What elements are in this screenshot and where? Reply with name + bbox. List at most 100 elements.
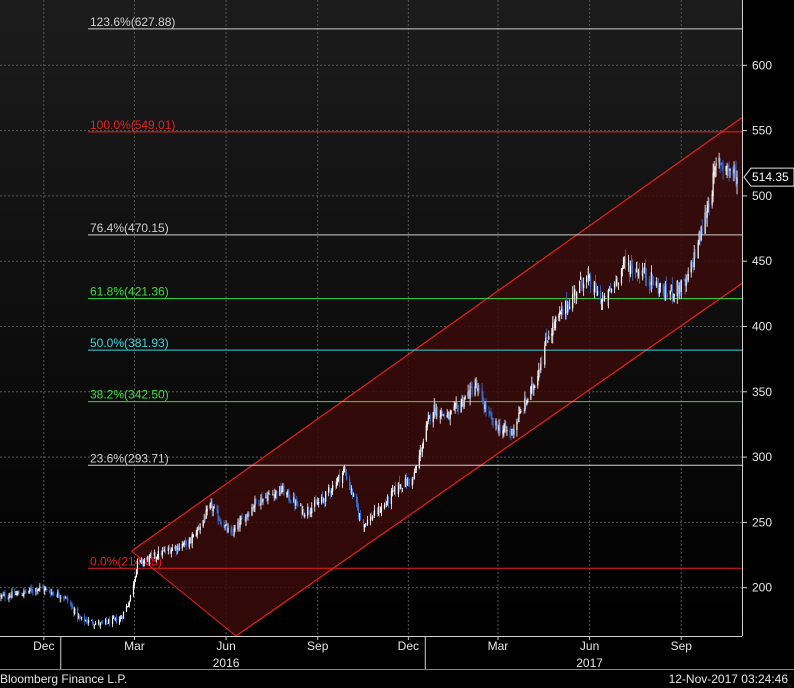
candle-body <box>593 288 595 293</box>
candle-body <box>239 520 241 528</box>
candle-body <box>308 508 310 512</box>
candle-body <box>588 275 590 278</box>
candle-body <box>623 259 626 261</box>
candle-body <box>140 558 143 560</box>
candle-body <box>700 226 702 241</box>
candle-body <box>18 591 20 595</box>
candle-body <box>78 616 80 618</box>
candle-body <box>134 577 137 581</box>
candle-body <box>467 391 469 397</box>
candle-body <box>581 277 583 283</box>
candle-body <box>636 268 639 277</box>
candle-body <box>376 509 379 514</box>
candle-body <box>126 606 129 608</box>
candle-body <box>274 493 276 498</box>
candle-body <box>558 316 560 318</box>
candle-body <box>294 498 296 506</box>
candle-body <box>380 507 383 512</box>
candle-body <box>548 336 550 340</box>
candle-body <box>484 404 486 410</box>
candle-body <box>4 593 6 599</box>
candle-body <box>328 487 330 493</box>
candle-body <box>330 490 332 494</box>
candle-body <box>420 450 422 453</box>
candle-body <box>499 424 501 433</box>
candle-body <box>245 514 247 522</box>
candle-body <box>198 528 200 530</box>
candle-body <box>670 284 672 291</box>
candle-body <box>73 608 75 614</box>
candle-body <box>698 232 700 245</box>
x-tick-label: Mar <box>124 639 145 653</box>
candle-body <box>70 601 72 606</box>
candle-body <box>576 292 578 299</box>
candle-body <box>519 411 521 414</box>
candle-body <box>669 290 671 295</box>
candle-body <box>38 588 40 590</box>
candle-body <box>85 620 87 622</box>
candle-body <box>516 421 518 431</box>
candle-body <box>95 623 97 625</box>
candle-body <box>161 550 163 556</box>
candle-body <box>314 500 316 507</box>
candle-body <box>428 415 430 419</box>
candle-body <box>349 486 352 491</box>
candle-body <box>157 551 159 559</box>
candle-body <box>476 385 478 390</box>
candle-body <box>488 411 490 413</box>
candle-body <box>617 282 620 285</box>
candle-body <box>66 597 68 599</box>
candle-body <box>24 590 26 592</box>
candle-body <box>630 263 633 267</box>
candle-body <box>310 512 312 514</box>
candle-body <box>99 622 102 626</box>
candle-body <box>362 520 365 528</box>
candle-body <box>415 466 417 471</box>
candle-body <box>45 588 47 590</box>
candle-body <box>544 345 546 365</box>
candle-body <box>50 592 52 595</box>
candle-body <box>586 277 588 283</box>
candle-body <box>443 414 445 417</box>
candle-body <box>436 406 438 417</box>
candle-body <box>146 557 149 560</box>
candle-body <box>699 231 701 241</box>
candle-body <box>295 500 297 506</box>
candle-body <box>358 513 361 517</box>
candle-body <box>644 267 646 278</box>
candle-body <box>686 278 688 281</box>
candle-body <box>683 278 685 281</box>
candle-body <box>433 404 435 414</box>
candle-body <box>15 593 17 595</box>
candle-body <box>199 526 201 530</box>
candle-body <box>80 617 82 619</box>
candle-body <box>197 527 199 529</box>
candle-body <box>392 490 395 492</box>
candle-body <box>638 270 641 278</box>
candle-body <box>43 588 45 592</box>
candle-body <box>114 617 117 619</box>
candle-body <box>468 390 470 398</box>
candle-body <box>505 424 507 431</box>
candle-body <box>704 212 706 234</box>
candle-body <box>478 388 480 390</box>
candle-body <box>160 551 162 556</box>
candle-body <box>727 164 729 171</box>
candle-body <box>673 294 675 296</box>
candle-body <box>39 586 41 588</box>
candle-body <box>225 524 227 526</box>
candle-body <box>115 618 118 623</box>
candle-body <box>351 489 354 497</box>
candle-body <box>301 504 303 515</box>
candle-body <box>631 265 634 273</box>
candle-body <box>453 406 455 411</box>
candle-body <box>589 275 591 277</box>
candle-body <box>399 484 401 490</box>
candle-body <box>442 414 444 416</box>
candle-body <box>733 169 735 173</box>
channel-left-edge <box>131 550 237 637</box>
candle-body <box>211 502 213 512</box>
candle-body <box>481 388 483 397</box>
candle-body <box>342 472 344 483</box>
candle-body <box>462 398 464 406</box>
